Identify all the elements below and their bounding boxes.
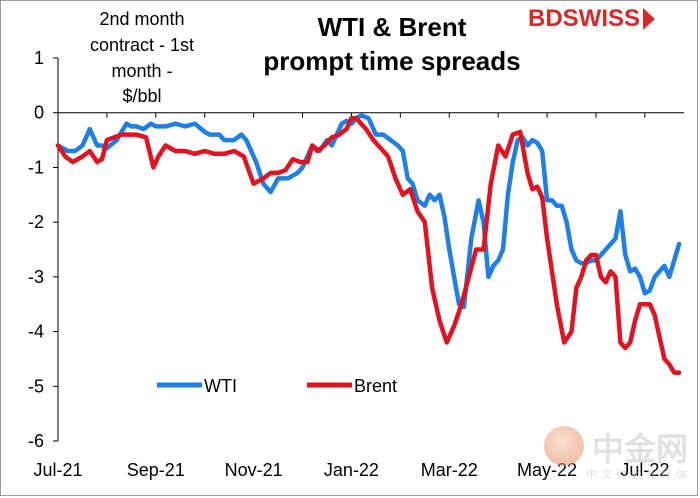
- logo-text: BDSWISS: [528, 5, 641, 32]
- y-tick-label: -6: [28, 431, 44, 451]
- y-tick-label: -5: [28, 376, 44, 396]
- x-tick-label: Mar-22: [421, 460, 478, 480]
- y-axis-label-line-3: month -: [111, 61, 172, 81]
- series-line-wti: [55, 113, 682, 310]
- y-tick-label: -1: [28, 157, 44, 177]
- series-line-brent: [55, 115, 682, 375]
- bdswiss-logo: BDSWISS: [528, 5, 656, 32]
- logo-chevron-icon: [643, 8, 656, 30]
- x-tick-label: Sep-21: [127, 460, 185, 480]
- y-tick-label: -3: [28, 267, 44, 287]
- y-tick-label: -4: [28, 322, 44, 342]
- x-tick-label: Jul-22: [620, 460, 669, 480]
- chart-title-line-2: prompt time spreads: [263, 46, 520, 76]
- x-tick-label: Jul-21: [33, 460, 82, 480]
- legend: WTI Brent: [157, 376, 397, 396]
- y-tick-label: -2: [28, 212, 44, 232]
- watermark-logo-icon: [544, 426, 584, 466]
- y-tick-label: 0: [34, 103, 44, 123]
- legend-brent-label: Brent: [354, 376, 397, 396]
- watermark-subtitle: 中文财经新媒体: [586, 468, 691, 481]
- watermark-name: 中金网: [592, 430, 689, 468]
- x-tick-label: Jan-22: [324, 460, 379, 480]
- plot-area: 1 0 -1 -2 -3 -4 -5 -6 Jul-21 Sep-21 Nov-21 Jan-22 Ma…: [28, 48, 684, 480]
- y-tick-label: 1: [34, 48, 44, 68]
- y-axis-label-line-2: contract - 1st: [90, 35, 194, 55]
- chart-title-line-1: WTI & Brent: [318, 12, 467, 42]
- watermark: 中金网 中文财经新媒体: [542, 420, 692, 490]
- y-axis-label-line-1: 2nd month: [99, 9, 184, 29]
- legend-wti-label: WTI: [204, 376, 237, 396]
- y-axis-label-line-4: $/bbl: [122, 86, 161, 106]
- x-tick-label: Nov-21: [225, 460, 283, 480]
